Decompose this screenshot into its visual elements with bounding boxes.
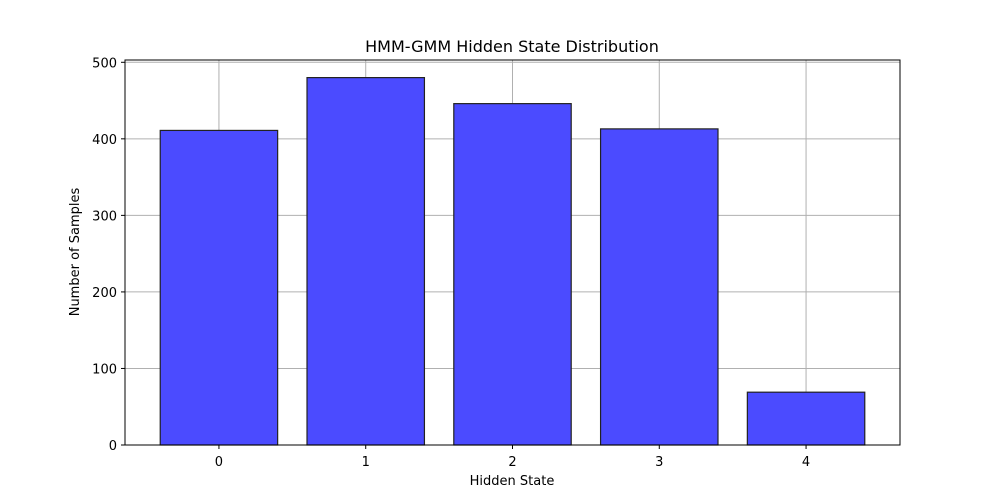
- y-axis-label: Number of Samples: [68, 188, 83, 317]
- bar-state-4: [747, 392, 864, 445]
- y-tick-label: 200: [92, 286, 117, 301]
- bar-state-0: [160, 130, 277, 445]
- y-tick-label: 500: [92, 56, 117, 71]
- chart-title: HMM-GMM Hidden State Distribution: [365, 37, 659, 56]
- bars: [160, 78, 865, 445]
- x-tick-label: 2: [508, 455, 516, 470]
- x-axis-label: Hidden State: [470, 474, 555, 489]
- x-tick-label: 4: [802, 455, 810, 470]
- x-tick-label: 0: [215, 455, 223, 470]
- bar-state-1: [307, 78, 424, 445]
- bar-state-2: [454, 104, 571, 445]
- y-tick-label: 0: [109, 439, 117, 454]
- y-tick-label: 100: [92, 362, 117, 377]
- y-tick-label: 400: [92, 133, 117, 148]
- x-tick-label: 1: [362, 455, 370, 470]
- bar-state-3: [601, 129, 718, 445]
- x-tick-label: 3: [655, 455, 663, 470]
- y-tick-label: 300: [92, 209, 117, 224]
